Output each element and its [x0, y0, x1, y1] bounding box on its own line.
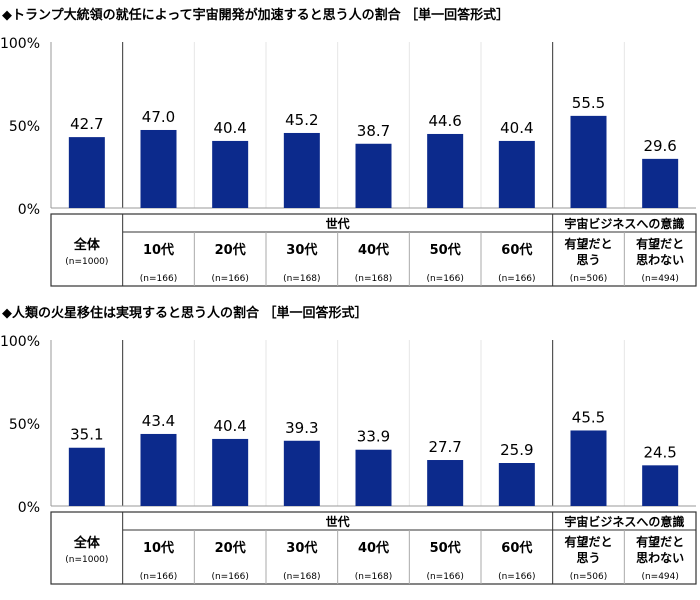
group-label: 世代 [326, 216, 350, 231]
category-label: 60代 [501, 242, 532, 258]
data-label: 40.4 [213, 417, 246, 435]
category-label: 思わない [636, 253, 684, 267]
data-label: 40.4 [213, 119, 246, 137]
category-label: 有望だと [564, 236, 612, 251]
group-label: 世代 [326, 514, 350, 529]
data-label: 42.7 [70, 115, 103, 133]
bar [498, 463, 535, 506]
sample-size: (n=1000) [65, 257, 108, 267]
category-label: 50代 [430, 242, 461, 258]
data-label: 55.5 [572, 94, 605, 112]
data-label: 45.2 [285, 111, 318, 129]
bar [68, 447, 105, 506]
sample-size: (n=166) [498, 572, 535, 582]
y-tick-label: 50% [9, 417, 40, 433]
sample-size: (n=168) [283, 274, 320, 284]
bar [642, 158, 679, 208]
sample-size: (n=166) [498, 274, 535, 284]
category-label: 30代 [286, 242, 317, 258]
data-label: 25.9 [500, 441, 533, 459]
data-label: 40.4 [500, 119, 533, 137]
category-label: 思わない [636, 551, 684, 565]
sample-size: (n=166) [426, 572, 463, 582]
data-label: 29.6 [643, 137, 676, 155]
sample-size: (n=506) [570, 572, 607, 582]
y-tick-label: 100% [0, 334, 40, 350]
category-label: 10代 [143, 242, 174, 258]
table-border [50, 213, 697, 287]
category-label: 思う [576, 253, 600, 267]
sample-size: (n=494) [641, 572, 678, 582]
category-label: 50代 [430, 540, 461, 556]
category-label: 10代 [143, 540, 174, 556]
bar [642, 465, 679, 506]
table-border [50, 511, 697, 585]
category-label: 20代 [215, 540, 246, 556]
bar-chart-1: ◆トランプ大統領の就任によって宇宙開発が加速すると思う人の割合 ［単一回答形式］… [0, 7, 697, 287]
sample-size: (n=494) [641, 274, 678, 284]
sample-size: (n=168) [355, 274, 392, 284]
group-label: 宇宙ビジネスへの意識 [564, 216, 684, 231]
bar [140, 129, 177, 208]
category-label: 有望だと [564, 534, 612, 549]
sample-size: (n=166) [211, 572, 248, 582]
bar [140, 433, 177, 506]
y-tick-label: 0% [18, 500, 40, 516]
category-label: 有望だと [636, 534, 684, 549]
sample-size: (n=1000) [65, 555, 108, 565]
bar [427, 133, 464, 208]
bar [355, 143, 392, 208]
category-label: 思う [576, 551, 600, 565]
group-label: 宇宙ビジネスへの意識 [564, 514, 684, 529]
category-label: 40代 [358, 540, 389, 556]
category-label: 有望だと [636, 236, 684, 251]
sample-size: (n=166) [140, 274, 177, 284]
bar-chart-2: ◆人類の火星移住は実現すると思う人の割合 ［単一回答形式］ 0% 50% 100% 35… [0, 305, 697, 585]
bar [570, 115, 607, 208]
bar [283, 440, 320, 506]
y-tick-label: 100% [0, 36, 40, 52]
category-label: 20代 [215, 242, 246, 258]
sample-size: (n=168) [283, 572, 320, 582]
category-label: 全体 [73, 237, 101, 253]
data-label: 38.7 [357, 122, 390, 140]
data-label: 24.5 [643, 443, 676, 461]
chart-title: ◆人類の火星移住は実現すると思う人の割合 ［単一回答形式］ [2, 305, 368, 321]
data-label: 44.6 [428, 112, 461, 130]
category-label: 60代 [501, 540, 532, 556]
bar [212, 438, 249, 506]
sample-size: (n=168) [355, 572, 392, 582]
data-label: 45.5 [572, 408, 605, 426]
bar [498, 140, 535, 208]
data-label: 33.9 [357, 428, 390, 446]
category-label: 40代 [358, 242, 389, 258]
sample-size: (n=166) [426, 274, 463, 284]
bar [355, 449, 392, 506]
y-tick-label: 0% [18, 202, 40, 218]
data-label: 39.3 [285, 419, 318, 437]
y-tick-label: 50% [9, 119, 40, 135]
bar [570, 430, 607, 506]
bar [427, 460, 464, 506]
sample-size: (n=506) [570, 274, 607, 284]
category-label: 30代 [286, 540, 317, 556]
data-label: 35.1 [70, 426, 103, 444]
category-label: 全体 [73, 535, 101, 551]
sample-size: (n=166) [211, 274, 248, 284]
data-label: 27.7 [428, 438, 461, 456]
sample-size: (n=166) [140, 572, 177, 582]
bar [212, 140, 249, 208]
data-label: 43.4 [142, 412, 175, 430]
bar [68, 137, 105, 208]
bar [283, 132, 320, 208]
data-label: 47.0 [142, 108, 175, 126]
chart-title: ◆トランプ大統領の就任によって宇宙開発が加速すると思う人の割合 ［単一回答形式］ [2, 7, 509, 23]
